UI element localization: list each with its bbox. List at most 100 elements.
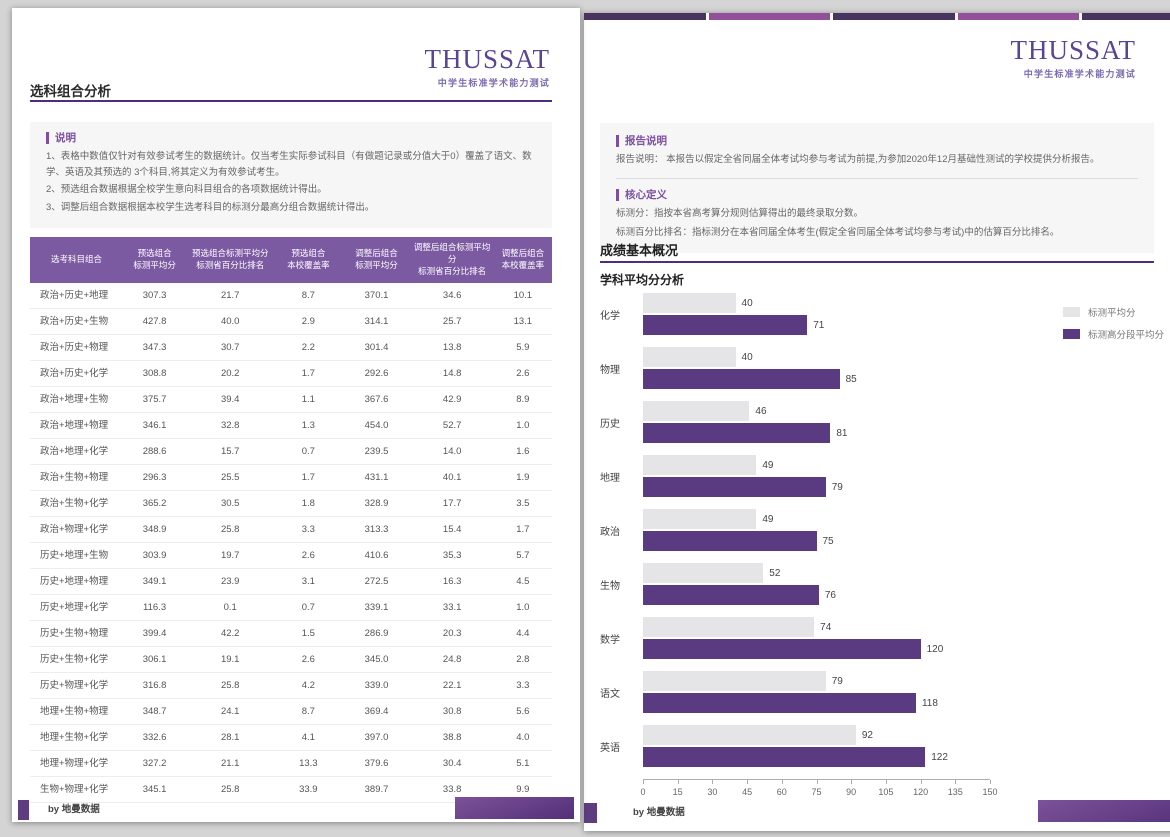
bar-row: 74: [643, 617, 990, 637]
table-cell: 政治+生物+物理: [30, 464, 123, 491]
table-cell: 348.9: [122, 516, 187, 543]
table-cell: 17.7: [410, 490, 494, 517]
table-cell: 4.0: [493, 724, 552, 751]
table-cell: 367.6: [342, 386, 411, 413]
table-cell: 历史+生物+化学: [30, 646, 123, 673]
tick-mark-icon: [955, 780, 957, 784]
bar-value-label: 79: [831, 481, 843, 493]
table-cell: 25.8: [186, 672, 275, 699]
table-cell: 1.9: [493, 464, 552, 491]
tick-mark-icon: [885, 780, 887, 784]
x-axis: 0 15 30 45 60 75 90 105 120 135 150: [640, 779, 998, 802]
chart-category-group: 地理 49 79: [600, 455, 1154, 497]
tick-label: 150: [982, 787, 998, 797]
bar-row: 52: [643, 563, 990, 583]
bar-value-label: 75: [822, 535, 834, 547]
section-divider: [600, 261, 1154, 263]
table-cell: 375.7: [122, 386, 187, 413]
table-cell: 38.8: [410, 724, 494, 751]
table-cell: 288.6: [122, 438, 187, 465]
bar-row: 79: [643, 477, 990, 497]
table-cell: 13.8: [410, 334, 494, 361]
category-label: 物理: [600, 364, 620, 376]
bar-value-label: 81: [836, 427, 848, 439]
table-cell: 历史+生物+物理: [30, 620, 123, 647]
table-cell: 1.7: [493, 516, 552, 543]
category-bars: 74 120: [643, 617, 990, 659]
table-cell: 生物+物理+化学: [30, 776, 123, 803]
chart-category-group: 生物 52 76: [600, 563, 1154, 605]
highscore-bar: [643, 423, 831, 443]
table-cell: 33.1: [410, 594, 494, 621]
table-cell: 3.5: [493, 490, 552, 517]
table-cell: 30.7: [186, 334, 275, 361]
table-row: 历史+地理+物理 349.1 23.9 3.1 272.5 16.3 4.5: [30, 568, 552, 595]
bar-row: 92: [643, 725, 990, 745]
table-cell: 历史+地理+物理: [30, 568, 123, 595]
bar-value-label: 76: [824, 589, 836, 601]
table-cell: 地理+生物+化学: [30, 724, 123, 751]
table-cell: 5.9: [493, 334, 552, 361]
bar-row: 49: [643, 455, 990, 475]
table-cell: 政治+历史+地理: [30, 282, 123, 309]
table-cell: 1.0: [493, 594, 552, 621]
highscore-bar: [643, 531, 817, 551]
table-cell: 25.7: [410, 308, 494, 335]
table-cell: 政治+地理+化学: [30, 438, 123, 465]
category-bars: 49 79: [643, 455, 990, 497]
table-row: 政治+地理+化学 288.6 15.7 0.7 239.5 14.0 1.6: [30, 438, 552, 465]
notes-box: 说明 1、表格中数值仅针对有效参试考生的数据统计。仅当考生实际参试科目（有做题记…: [30, 122, 552, 228]
bar-row: 118: [643, 693, 990, 713]
table-cell: 239.5: [342, 438, 411, 465]
table-cell: 52.7: [410, 412, 494, 439]
table-cell: 20.3: [410, 620, 494, 647]
table-cell: 政治+地理+物理: [30, 412, 123, 439]
tick-mark-icon: [990, 780, 991, 784]
table-cell: 28.1: [186, 724, 275, 751]
tick-label: 105: [878, 787, 894, 797]
bar-value-label: 52: [769, 567, 781, 579]
table-cell: 4.5: [493, 568, 552, 595]
table-cell: 24.8: [410, 646, 494, 673]
category-bars: 79 118: [643, 671, 990, 713]
table-row: 政治+历史+物理 347.3 30.7 2.2 301.4 13.8 5.9: [30, 334, 552, 361]
table-cell: 4.4: [493, 620, 552, 647]
chart-rows: 化学 40 71 物理 40 85 历史 46 81 地理 49 79 政治 49 75 生物 52 76 数学 74…: [600, 293, 1154, 767]
table-cell: 272.5: [342, 568, 411, 595]
top-accent-bar: [584, 13, 1170, 20]
tick-label: 90: [846, 787, 857, 797]
table-cell: 13.3: [274, 750, 343, 777]
table-cell: 1.0: [493, 412, 552, 439]
chart-legend: 标测平均分 标测高分段平均分: [1062, 305, 1164, 349]
tick-mark-icon: [816, 780, 818, 784]
bar-value-label: 40: [741, 297, 753, 309]
bar-row: 122: [643, 747, 990, 767]
table-cell: 3.3: [274, 516, 343, 543]
table-cell: 5.1: [493, 750, 552, 777]
table-cell: 369.4: [342, 698, 411, 725]
table-cell: 4.1: [274, 724, 343, 751]
bar-value-label: 40: [741, 351, 753, 363]
table-cell: 365.2: [122, 490, 187, 517]
category-bars: 92 122: [643, 725, 990, 767]
table-cell: 14.0: [410, 438, 494, 465]
table-row: 历史+生物+物理 399.4 42.2 1.5 286.9 20.3 4.4: [30, 620, 552, 647]
tick-label: 120: [913, 787, 929, 797]
highscore-bar: [643, 585, 819, 605]
table-cell: 23.9: [186, 568, 275, 595]
tick-mark-icon: [781, 780, 783, 784]
category-label: 历史: [600, 418, 620, 430]
tick-label: 75: [811, 787, 822, 797]
thussat-logo: THUSSAT: [1010, 35, 1136, 65]
notes-header: 说明: [46, 132, 536, 144]
top-bar-segment: [957, 13, 1080, 20]
category-label: 地理: [600, 472, 620, 484]
subject-combo-table: 选考科目组合 预选组合 标测平均分 预选组合标测平均分 标测省百分比排名 预选组合 本…: [30, 237, 552, 803]
average-bar: [643, 455, 757, 475]
table-row: 政治+生物+物理 296.3 25.5 1.7 431.1 40.1 1.9: [30, 464, 552, 491]
table-cell: 0.1: [186, 594, 275, 621]
report-note-header: 报告说明: [616, 135, 1138, 147]
bar-value-label: 46: [755, 405, 767, 417]
top-bar-segment: [584, 13, 706, 20]
tick-label: 45: [742, 787, 753, 797]
